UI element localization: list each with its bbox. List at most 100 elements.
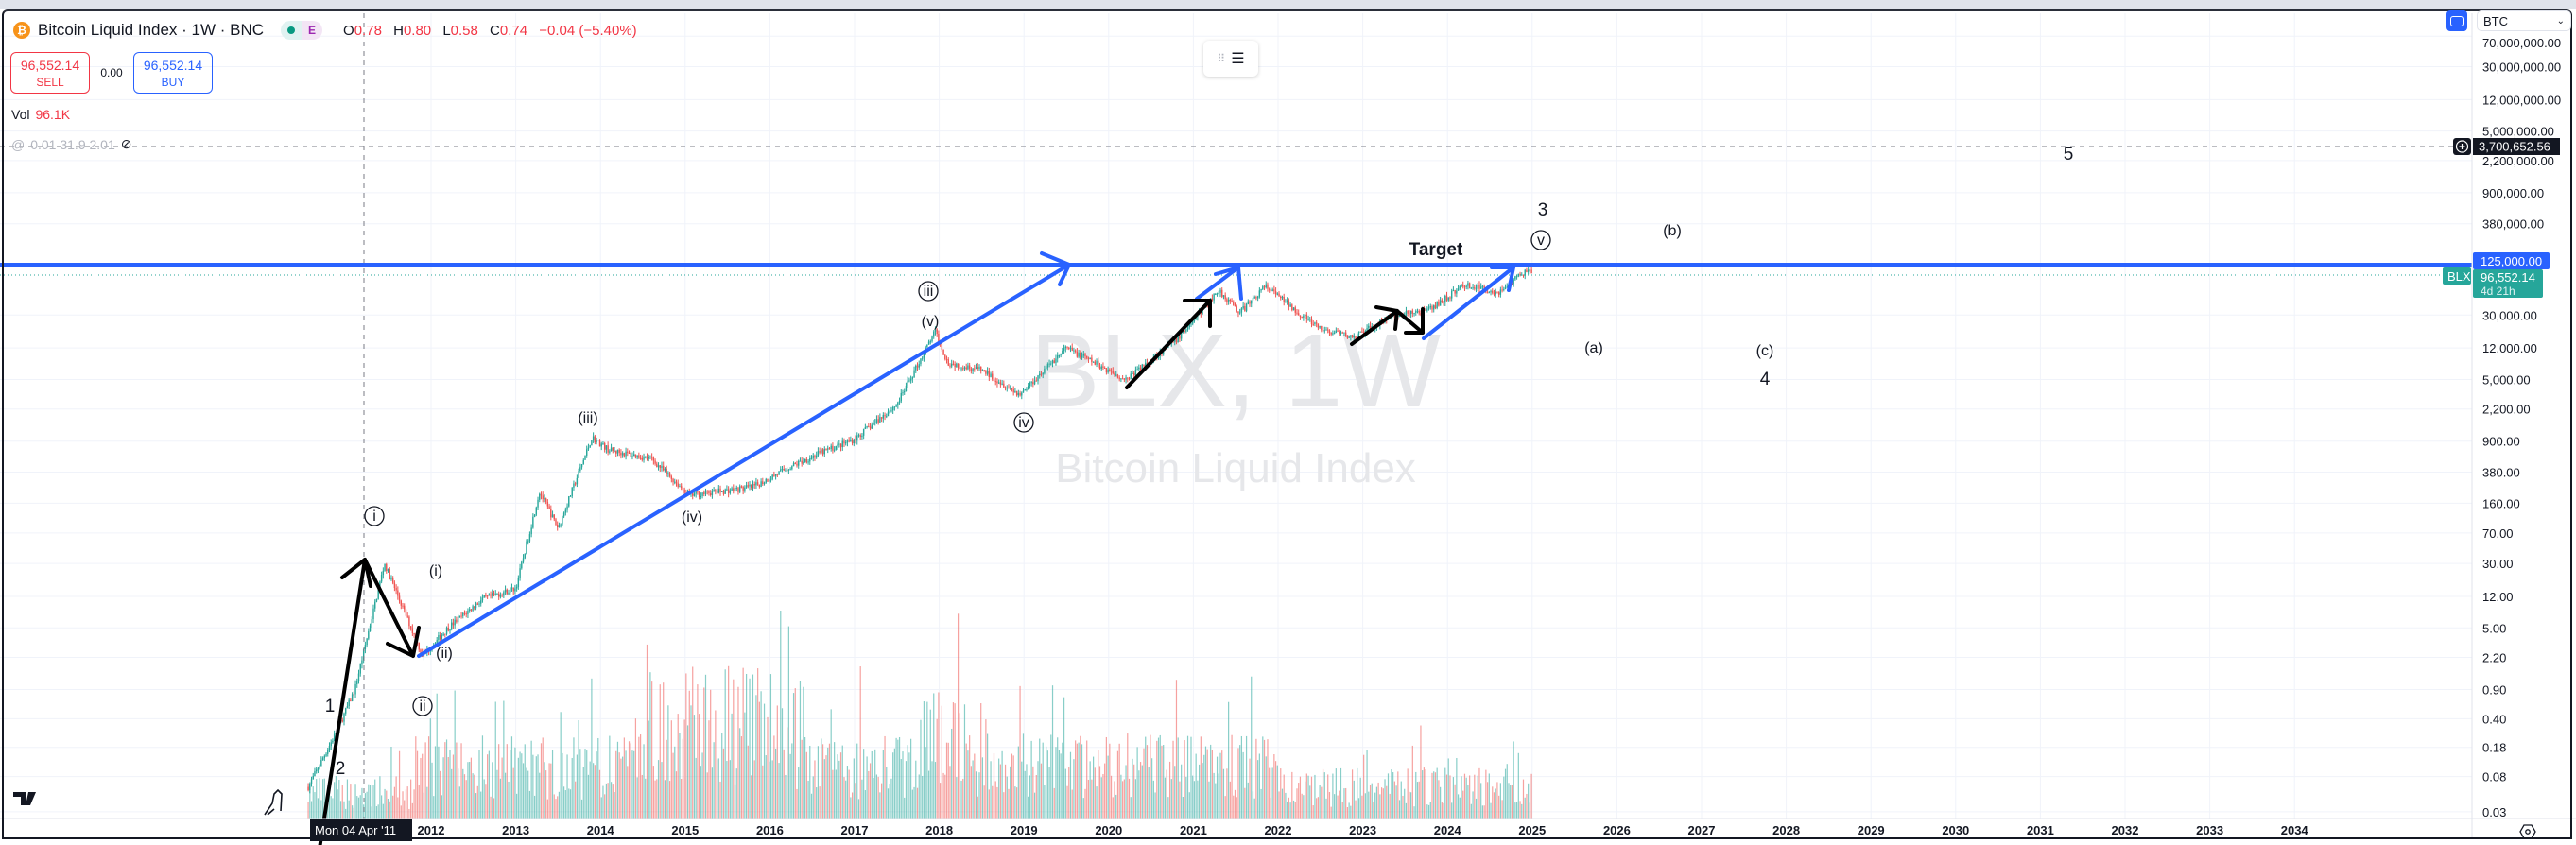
candle-body xyxy=(1361,331,1363,333)
candle-body xyxy=(1493,292,1495,295)
drag-handle-icon[interactable]: ⠿ xyxy=(1217,52,1226,65)
volume-bar xyxy=(1493,792,1495,819)
volume-bar xyxy=(1091,779,1093,819)
volume-bar xyxy=(418,785,420,819)
volume-bar xyxy=(1355,800,1357,819)
sliders-icon[interactable]: ☰ xyxy=(1231,51,1245,67)
volume-bar xyxy=(512,767,514,819)
sell-button[interactable]: 96,552.14 SELL xyxy=(10,52,90,94)
volume-bar xyxy=(1503,776,1505,819)
volume-bar xyxy=(487,754,489,819)
volume-bar xyxy=(855,783,856,819)
buy-button[interactable]: 96,552.14 BUY xyxy=(133,52,213,94)
volume-bar xyxy=(1483,805,1485,819)
volume-bar xyxy=(863,749,865,819)
volume-bar xyxy=(1281,788,1284,819)
volume-bar xyxy=(372,785,374,819)
volume-bar xyxy=(830,709,832,819)
candle-body xyxy=(1062,350,1063,354)
tradingview-logo[interactable] xyxy=(13,792,36,805)
candle-body xyxy=(1340,332,1342,334)
candle-body xyxy=(1012,388,1014,393)
candle-body xyxy=(1301,316,1303,318)
status-pill[interactable]: E xyxy=(281,21,323,40)
symbol-legend: ₿ Bitcoin Liquid Index · 1W · BNC E O0.7… xyxy=(13,21,645,40)
price-scale[interactable]: 70,000,000.00 30,000,000.00 12,000,000.00 5… xyxy=(2482,36,2561,819)
black-arrow-2021[interactable] xyxy=(1125,299,1212,389)
settings-icon[interactable] xyxy=(2519,824,2536,839)
volume-bar xyxy=(654,780,656,819)
volume-bar xyxy=(472,773,474,819)
volume-bar xyxy=(354,784,356,819)
last-price-tag: BLX 96,552.14 4d 21h xyxy=(2443,267,2543,298)
candle-body xyxy=(1136,369,1138,371)
candle-body xyxy=(1294,307,1296,313)
volume-bar xyxy=(1118,743,1120,819)
candle-body xyxy=(1292,307,1295,311)
candle-body xyxy=(890,410,892,412)
eye-off-icon[interactable]: ⊘ xyxy=(120,136,132,151)
blue-arrow-2024[interactable] xyxy=(1422,266,1515,340)
circled-iii-marker xyxy=(918,281,939,302)
candle-body xyxy=(1082,354,1084,356)
candle-body xyxy=(753,484,755,486)
price-tick-label: 5.00 xyxy=(2482,621,2506,635)
volume-bar xyxy=(749,678,751,819)
volume-bar xyxy=(560,712,562,819)
candle-body xyxy=(866,426,868,428)
volume-bar xyxy=(767,716,769,819)
candle-body xyxy=(1299,315,1302,317)
volume-legend[interactable]: Vol 96.1K xyxy=(11,107,70,122)
volume-bar xyxy=(1463,773,1466,819)
candle-body xyxy=(1359,331,1361,333)
candle-body xyxy=(1357,332,1360,335)
candle-body xyxy=(456,619,458,623)
candle-body xyxy=(1429,306,1431,308)
candle-body xyxy=(628,452,631,454)
wave-a-label: (a) xyxy=(1584,340,1603,356)
volume-bar xyxy=(1495,788,1496,819)
currency-select[interactable]: BTC ⌄ xyxy=(2477,10,2571,31)
volume-bar xyxy=(1204,746,1207,819)
candle-body xyxy=(1050,363,1052,365)
blue-arrow-2021[interactable] xyxy=(1195,266,1243,301)
candle-body xyxy=(1255,297,1257,299)
black-arrow-2023-down[interactable] xyxy=(1395,307,1425,335)
volume-bar xyxy=(952,702,955,819)
candle-body xyxy=(1021,392,1023,396)
candle-body xyxy=(963,367,966,370)
candle-body xyxy=(553,514,555,520)
blue-arrow-long[interactable] xyxy=(417,251,1071,658)
volume-bar xyxy=(1462,790,1464,819)
volume-bars xyxy=(307,611,1532,819)
fullscreen-button[interactable] xyxy=(2446,10,2467,31)
candle-body xyxy=(915,365,917,371)
volume-bar xyxy=(441,795,442,819)
chart-settings-widget[interactable]: ⠿ ☰ xyxy=(1203,41,1258,77)
candle-body xyxy=(1244,305,1246,311)
volume-bar xyxy=(1182,796,1184,819)
candle-body xyxy=(1001,383,1003,385)
candle-body xyxy=(1240,308,1243,313)
price-tick-label: 30,000.00 xyxy=(2482,308,2537,322)
symbol-title[interactable]: Bitcoin Liquid Index · 1W · BNC xyxy=(38,21,265,39)
time-scale[interactable]: 2012 2013 2014 2015 2016 2017 2018 2019 2020 2021… xyxy=(418,823,2309,837)
volume-bar xyxy=(832,769,834,819)
volume-bar xyxy=(810,793,813,819)
candle-body xyxy=(740,486,743,488)
black-arrow-wave2[interactable] xyxy=(363,558,421,658)
candle-body xyxy=(439,635,441,640)
indicator-legend[interactable]: @ 0.01 31.9 2.01 ⊘ xyxy=(11,136,131,152)
volume-bar xyxy=(1404,788,1406,819)
candle-body xyxy=(357,673,360,682)
candle-body xyxy=(535,507,538,515)
candle-body xyxy=(1369,325,1372,330)
volume-bar xyxy=(1374,792,1376,819)
candle-body xyxy=(947,359,949,366)
candle-body xyxy=(1475,287,1478,289)
volume-bar xyxy=(341,785,343,819)
candle-body xyxy=(1231,300,1233,302)
volume-bar xyxy=(805,751,807,819)
candle-body xyxy=(1527,269,1530,273)
